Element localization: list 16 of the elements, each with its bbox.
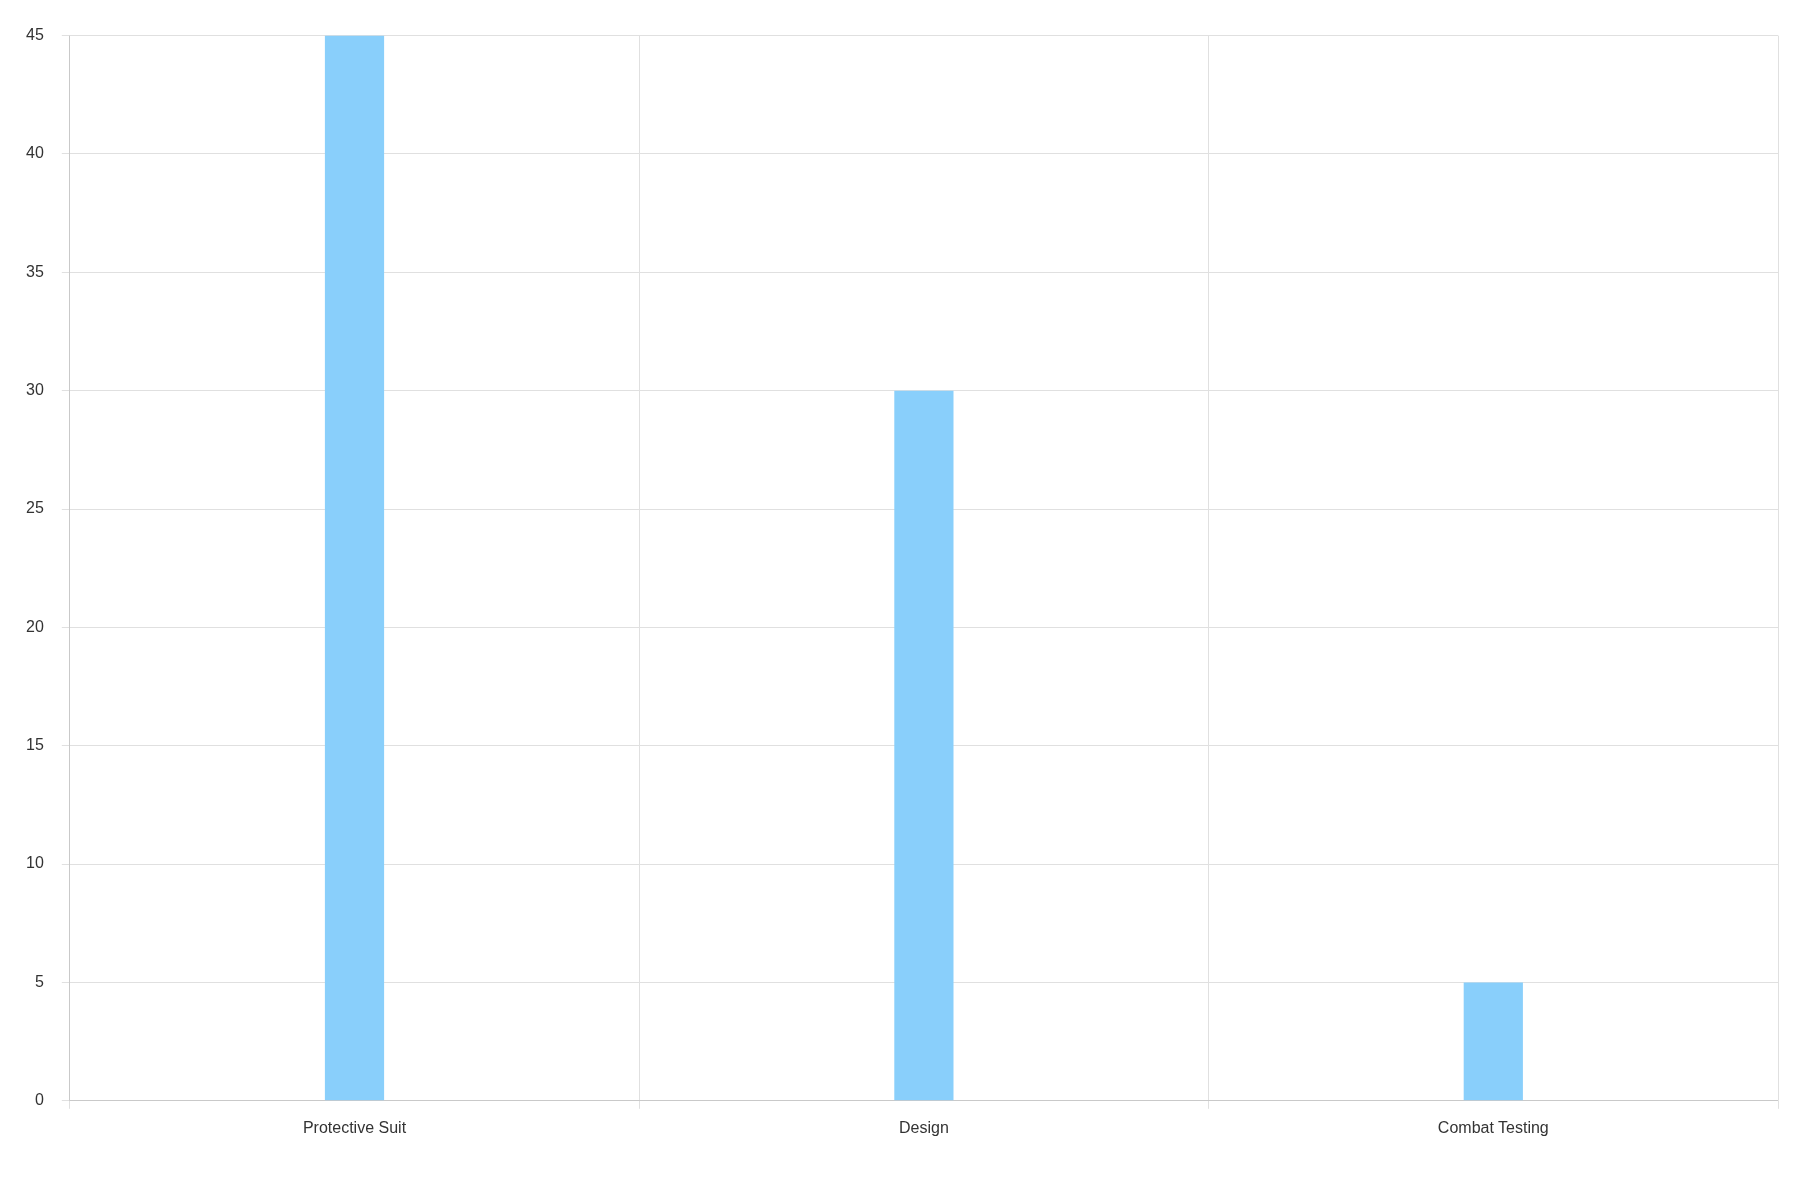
bar xyxy=(1463,982,1523,1101)
y-tick-label: 20 xyxy=(26,617,44,635)
bar xyxy=(894,390,954,1101)
y-tick-label: 0 xyxy=(34,1091,44,1109)
y-tick-label: 45 xyxy=(26,26,44,44)
bar xyxy=(324,35,385,1101)
y-tick-label: 30 xyxy=(26,381,44,399)
x-tick-label: Design xyxy=(898,1118,949,1136)
y-tick-label: 35 xyxy=(26,262,44,280)
y-tick-label: 5 xyxy=(34,972,44,990)
y-tick-label: 10 xyxy=(26,854,44,872)
y-tick-label: 40 xyxy=(26,144,44,162)
x-tick-label: Protective Suit xyxy=(302,1118,407,1136)
y-tick-label: 25 xyxy=(26,499,44,517)
y-tick-label: 15 xyxy=(26,736,44,754)
x-tick-label: Combat Testing xyxy=(1437,1118,1549,1136)
